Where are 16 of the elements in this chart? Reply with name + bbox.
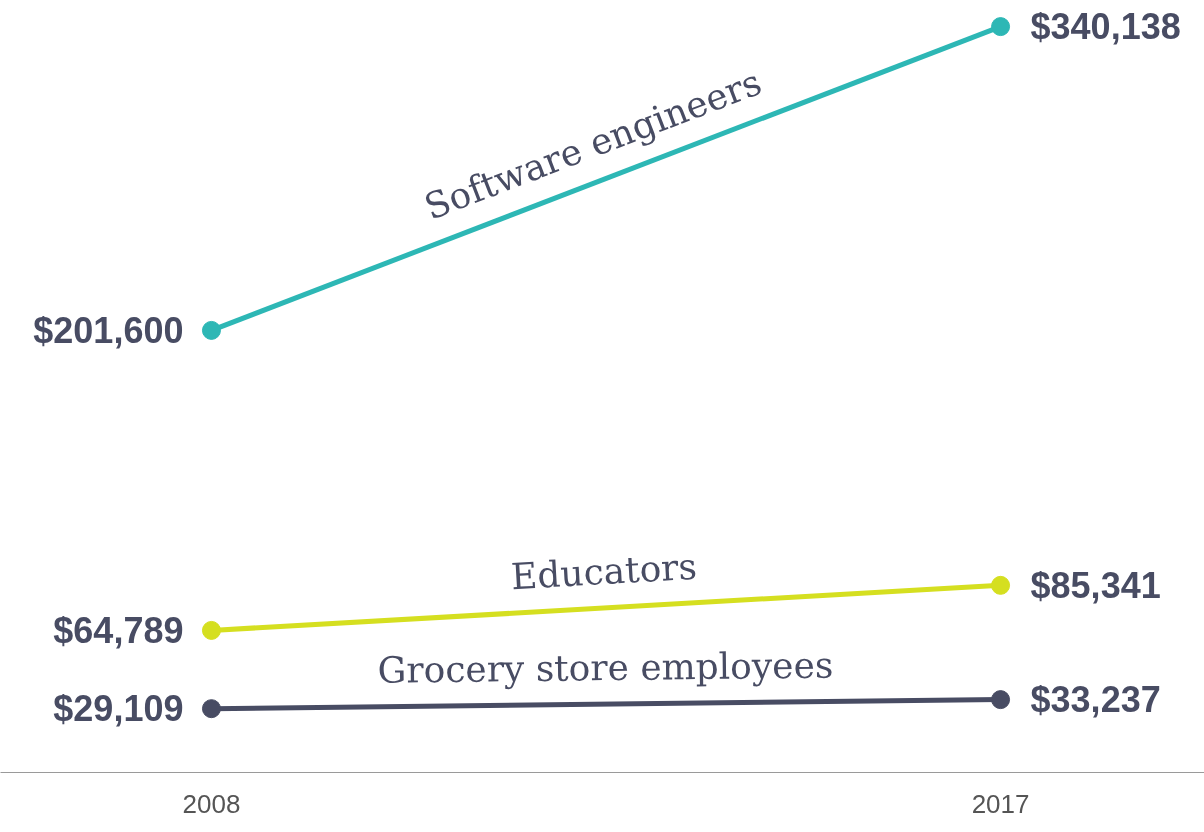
data-label: $64,789 xyxy=(53,609,184,651)
point xyxy=(991,690,1011,710)
data-label: $29,109 xyxy=(53,688,184,730)
point xyxy=(991,575,1011,595)
data-label: $33,237 xyxy=(1030,679,1161,721)
data-label: $85,341 xyxy=(1030,564,1161,606)
data-label: $201,600 xyxy=(33,309,184,351)
data-label: $340,138 xyxy=(1030,6,1181,48)
point xyxy=(201,620,221,640)
series-label: Grocery store employees xyxy=(377,644,834,691)
point xyxy=(201,320,221,340)
x-tick-label: 2017 xyxy=(971,788,1030,819)
x-tick-label: 2008 xyxy=(182,788,241,819)
point xyxy=(201,699,221,719)
series-label: Educators xyxy=(509,545,698,598)
point xyxy=(991,17,1011,37)
